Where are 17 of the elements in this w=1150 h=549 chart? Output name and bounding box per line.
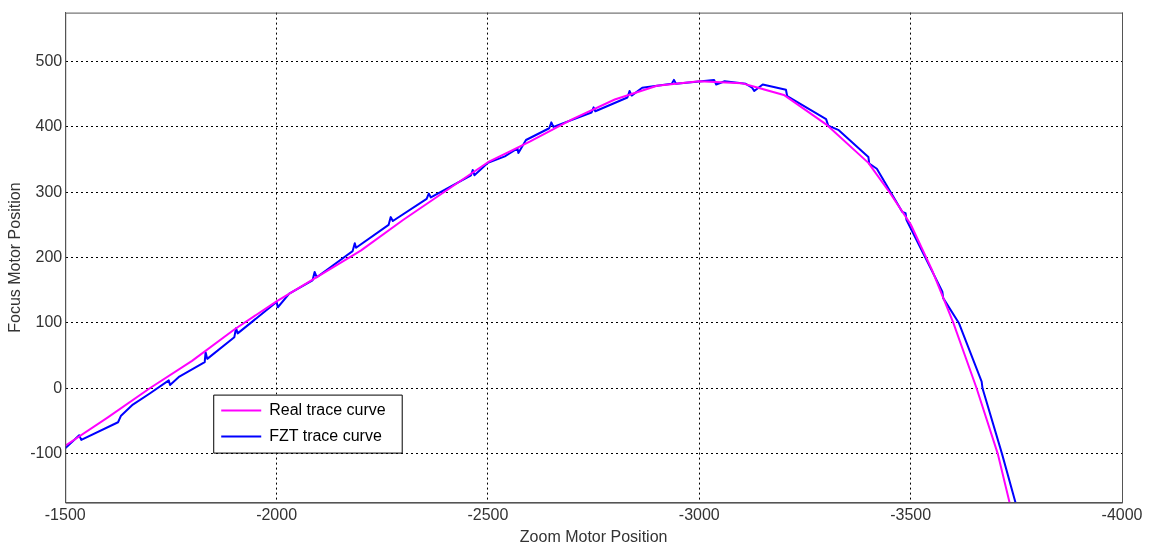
y-tick-label: 500 xyxy=(35,52,63,70)
x-tick-label: -3000 xyxy=(678,505,720,523)
x-tick-label: -2500 xyxy=(467,505,509,523)
y-tick-label: 300 xyxy=(35,182,63,200)
legend-label: Real trace curve xyxy=(269,401,386,419)
legend-label: FZT trace curve xyxy=(269,427,382,445)
x-axis-title: Zoom Motor Position xyxy=(519,527,668,545)
y-axis-title: Focus Motor Position xyxy=(6,182,24,333)
y-tick-label: 400 xyxy=(35,117,63,135)
y-tick-label: 100 xyxy=(35,313,63,331)
x-tick-label: -2000 xyxy=(256,505,298,523)
y-tick-label: -100 xyxy=(30,444,63,462)
y-tick-label: 0 xyxy=(53,378,63,396)
x-tick-label: -4000 xyxy=(1101,505,1143,523)
x-tick-label: -3500 xyxy=(890,505,932,523)
y-tick-label: 200 xyxy=(35,248,63,266)
x-tick-label: -1500 xyxy=(44,505,86,523)
